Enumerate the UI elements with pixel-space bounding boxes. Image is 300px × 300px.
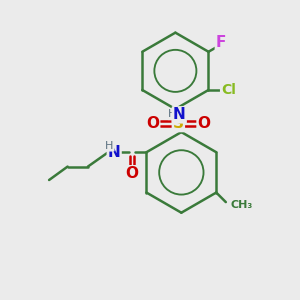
Text: CH₃: CH₃ — [230, 200, 252, 210]
Text: H: H — [105, 141, 114, 151]
Text: N: N — [108, 145, 121, 160]
Text: N: N — [173, 107, 186, 122]
Text: O: O — [126, 166, 139, 181]
Text: H: H — [168, 109, 177, 119]
Text: F: F — [216, 35, 226, 50]
Text: Cl: Cl — [221, 83, 236, 97]
Text: O: O — [146, 116, 159, 131]
Text: S: S — [173, 116, 184, 131]
Text: O: O — [197, 116, 211, 131]
